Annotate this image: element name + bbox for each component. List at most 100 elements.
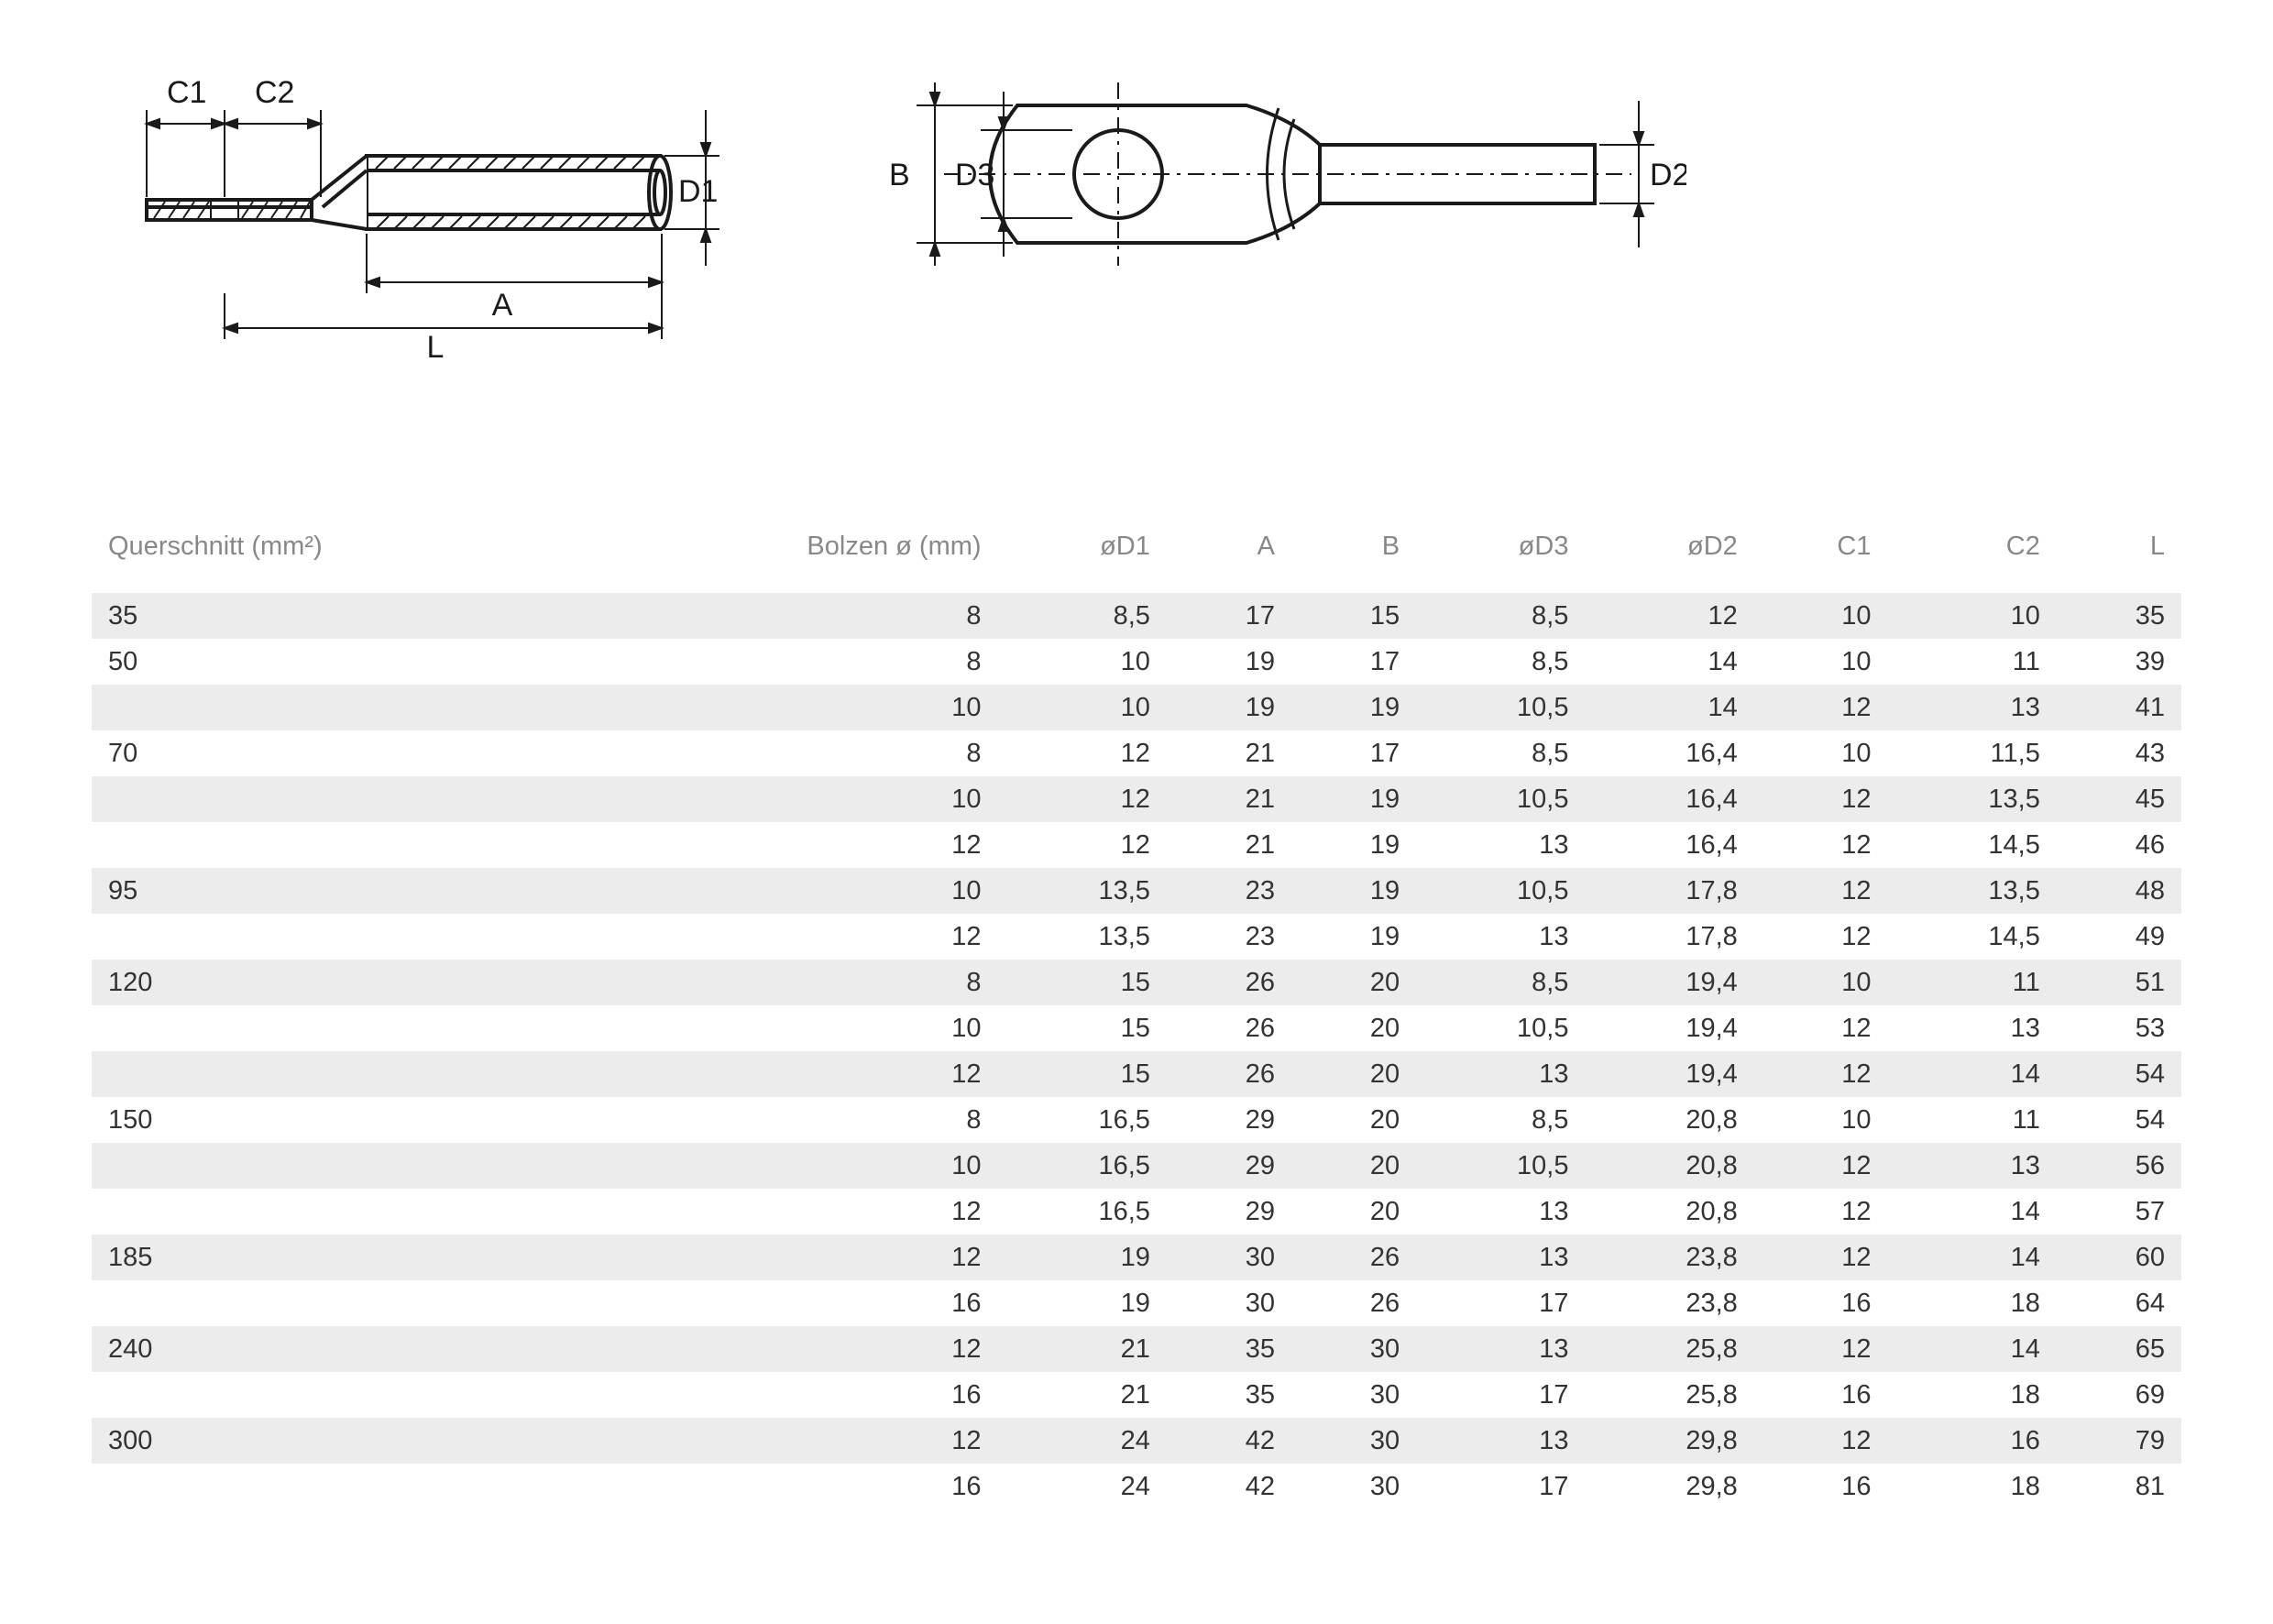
table-cell: 10 — [585, 776, 998, 822]
technical-diagrams: C1 C2 D1 A L — [73, 55, 2200, 357]
diagram-top-view: B D3 D2 — [862, 55, 1686, 357]
table-cell: 20 — [1291, 1189, 1416, 1234]
table-row: 150816,529208,520,8101154 — [92, 1097, 2181, 1143]
table-cell: 49 — [2057, 914, 2181, 960]
table-cell: 17 — [1291, 639, 1416, 685]
table-cell: 12 — [1754, 822, 1888, 868]
table-cell: 8,5 — [1416, 730, 1585, 776]
table-cell: 51 — [2057, 960, 2181, 1005]
table-cell — [92, 776, 585, 822]
table-cell: 20,8 — [1585, 1143, 1753, 1189]
label-d2: D2 — [1650, 158, 1686, 192]
table-cell: 21 — [1167, 776, 1291, 822]
table-cell: 10,5 — [1416, 1005, 1585, 1051]
table-cell: 17,8 — [1585, 868, 1753, 914]
table-cell: 21 — [998, 1326, 1167, 1372]
table-cell: 30 — [1291, 1464, 1416, 1509]
table-cell: 19 — [1167, 639, 1291, 685]
table-cell: 23,8 — [1585, 1280, 1753, 1326]
table-cell: 8,5 — [1416, 1097, 1585, 1143]
table-cell: 19 — [1291, 822, 1416, 868]
column-header: øD1 — [998, 522, 1167, 593]
table-cell: 8,5 — [998, 593, 1167, 639]
table-cell: 25,8 — [1585, 1372, 1753, 1418]
table-cell: 8 — [585, 960, 998, 1005]
table-cell: 41 — [2057, 685, 2181, 730]
table-cell: 16 — [1754, 1464, 1888, 1509]
table-cell: 43 — [2057, 730, 2181, 776]
table-cell: 20,8 — [1585, 1189, 1753, 1234]
table-row: 3588,517158,512101035 — [92, 593, 2181, 639]
table-cell: 29 — [1167, 1189, 1291, 1234]
table-cell: 10 — [1754, 1097, 1888, 1143]
table-cell: 8,5 — [1416, 639, 1585, 685]
label-d1: D1 — [678, 174, 718, 209]
column-header: L — [2057, 522, 2181, 593]
table-cell: 14 — [1888, 1189, 2057, 1234]
table-cell: 12 — [585, 822, 998, 868]
table-cell: 26 — [1167, 960, 1291, 1005]
table-cell: 12 — [1754, 1326, 1888, 1372]
table-cell: 10 — [585, 1143, 998, 1189]
table-cell: 79 — [2057, 1418, 2181, 1464]
table-cell: 64 — [2057, 1280, 2181, 1326]
table-cell: 19 — [998, 1234, 1167, 1280]
column-header: C1 — [1754, 522, 1888, 593]
dimensions-table-wrap: Querschnitt (mm²)Bolzen ø (mm)øD1ABøD3øD… — [73, 522, 2200, 1509]
column-header: Querschnitt (mm²) — [92, 522, 585, 593]
table-row: 121526201319,4121454 — [92, 1051, 2181, 1097]
table-cell: 60 — [2057, 1234, 2181, 1280]
table-cell: 12 — [1754, 685, 1888, 730]
table-cell: 21 — [1167, 730, 1291, 776]
table-row: 1015262010,519,4121353 — [92, 1005, 2181, 1051]
table-cell: 50 — [92, 639, 585, 685]
table-cell: 12 — [585, 1051, 998, 1097]
table-cell: 45 — [2057, 776, 2181, 822]
table-cell: 29 — [1167, 1143, 1291, 1189]
table-cell: 19,4 — [1585, 1005, 1753, 1051]
table-cell: 19 — [1291, 776, 1416, 822]
table-cell: 12 — [998, 730, 1167, 776]
table-cell: 30 — [1167, 1234, 1291, 1280]
table-cell: 10 — [998, 639, 1167, 685]
table-cell — [92, 1051, 585, 1097]
table-cell: 20,8 — [1585, 1097, 1753, 1143]
table-cell: 12 — [585, 1326, 998, 1372]
table-cell: 10 — [1754, 730, 1888, 776]
table-cell: 12 — [1754, 1005, 1888, 1051]
table-cell: 54 — [2057, 1051, 2181, 1097]
table-cell: 30 — [1291, 1418, 1416, 1464]
column-header: øD3 — [1416, 522, 1585, 593]
table-cell — [92, 1372, 585, 1418]
table-cell: 14,5 — [1888, 822, 2057, 868]
label-l: L — [427, 330, 445, 357]
table-cell: 13 — [1416, 1234, 1585, 1280]
table-cell: 16,4 — [1585, 730, 1753, 776]
table-cell: 42 — [1167, 1418, 1291, 1464]
table-cell — [92, 1189, 585, 1234]
table-cell: 17 — [1167, 593, 1291, 639]
table-cell: 15 — [1291, 593, 1416, 639]
table-cell: 10,5 — [1416, 868, 1585, 914]
table-cell: 26 — [1291, 1234, 1416, 1280]
table-cell: 39 — [2057, 639, 2181, 685]
table-cell: 57 — [2057, 1189, 2181, 1234]
table-row: 1012211910,516,41213,545 — [92, 776, 2181, 822]
table-cell: 46 — [2057, 822, 2181, 868]
table-cell — [92, 1143, 585, 1189]
column-header: A — [1167, 522, 1291, 593]
table-cell: 14 — [1888, 1326, 2057, 1372]
table-row: 5081019178,514101139 — [92, 639, 2181, 685]
table-cell: 12 — [1754, 1234, 1888, 1280]
table-cell — [92, 914, 585, 960]
column-header: Bolzen ø (mm) — [585, 522, 998, 593]
table-cell: 35 — [2057, 593, 2181, 639]
table-cell: 14 — [1888, 1234, 2057, 1280]
table-cell: 35 — [1167, 1372, 1291, 1418]
table-cell: 16 — [1754, 1372, 1888, 1418]
table-cell: 30 — [1167, 1280, 1291, 1326]
table-cell: 10,5 — [1416, 776, 1585, 822]
table-cell: 11 — [1888, 1097, 2057, 1143]
table-cell: 12 — [1754, 1051, 1888, 1097]
table-cell: 17 — [1416, 1372, 1585, 1418]
